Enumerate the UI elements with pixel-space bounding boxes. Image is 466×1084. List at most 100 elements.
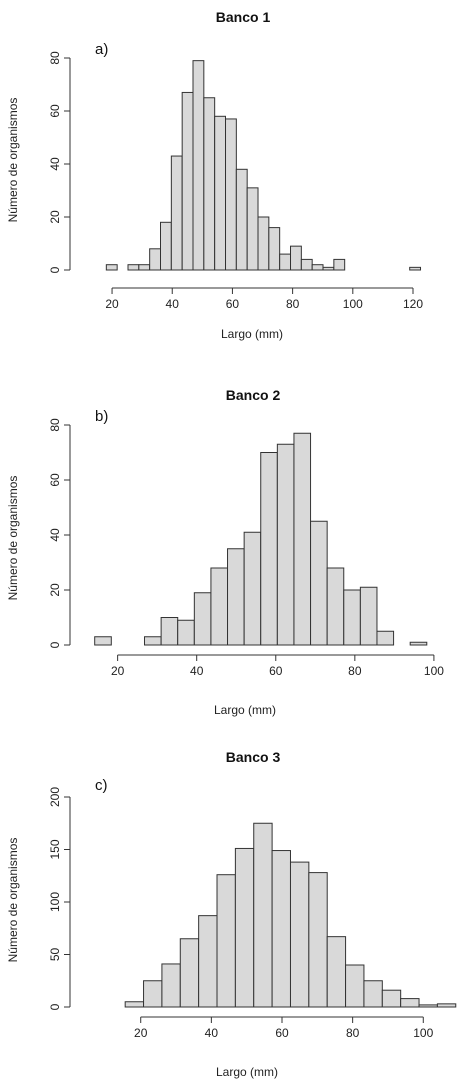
histogram-bar (235, 168, 248, 271)
x-axis: 20 40 60 80 100 (134, 1016, 434, 1040)
histogram-bar (177, 619, 195, 646)
x-tick-label: 40 (190, 664, 204, 678)
histogram-bar (363, 980, 383, 1008)
histogram-bar (149, 248, 161, 271)
y-axis-label: Número de organismos (6, 98, 20, 223)
histogram-bar (322, 266, 335, 271)
histogram-bar (160, 617, 179, 646)
chart-title: Banco 1 (216, 9, 271, 25)
histogram-bar (105, 264, 118, 271)
histogram-bars (124, 822, 457, 1008)
x-tick-label: 60 (269, 664, 283, 678)
histogram-bar (300, 258, 313, 271)
histogram-bar (257, 216, 270, 271)
x-tick-label: 80 (346, 1026, 360, 1040)
histogram-bar (279, 253, 292, 271)
histogram-bar (400, 998, 420, 1008)
histogram-bar (436, 1003, 457, 1008)
histogram-bar (409, 641, 428, 646)
histogram-bar (310, 520, 328, 646)
y-axis: 0 50 100 150 200 (48, 787, 71, 1010)
histogram-bar (381, 989, 402, 1008)
histogram-bar (243, 531, 262, 646)
x-tick-label: 20 (105, 297, 119, 311)
x-tick-label: 20 (134, 1026, 148, 1040)
histogram-bar (343, 589, 361, 646)
x-tick-label: 100 (424, 664, 444, 678)
histogram-bar (143, 980, 163, 1008)
histogram-bar (170, 155, 183, 271)
x-tick-label: 20 (111, 664, 125, 678)
y-tick-label: 50 (48, 948, 62, 962)
x-tick-label: 60 (226, 297, 240, 311)
histogram-bar (253, 822, 273, 1008)
chart-title: Banco 3 (226, 749, 281, 765)
panel-label: c) (95, 777, 108, 794)
panel-label: b) (95, 408, 108, 425)
y-tick-label: 20 (48, 583, 62, 597)
y-axis-label: Número de organismos (6, 838, 20, 963)
histogram-bar (181, 91, 194, 271)
histogram-bar (276, 443, 295, 646)
y-tick-label: 200 (48, 787, 62, 807)
chart-panel-banco-2: Banco 2 b) Número de organismos Largo (m… (6, 387, 444, 717)
histogram-bar (179, 938, 200, 1008)
x-axis-label: Largo (mm) (214, 703, 276, 717)
histogram-bar (376, 630, 395, 646)
y-axis: 0 20 40 60 80 (48, 51, 71, 273)
histogram-bar (359, 586, 378, 646)
x-axis-label: Largo (mm) (221, 327, 283, 341)
x-tick-label: 40 (205, 1026, 219, 1040)
histogram-bar (326, 936, 347, 1008)
histogram-bar (127, 264, 140, 271)
histogram-bar (225, 118, 237, 271)
histogram-bar (271, 850, 291, 1008)
histogram-bar (290, 245, 302, 271)
histogram-bar (260, 452, 278, 646)
y-tick-label: 100 (48, 892, 62, 912)
y-axis: 0 20 40 60 80 (48, 418, 71, 648)
x-tick-label: 100 (413, 1026, 433, 1040)
histogram-bar (227, 548, 245, 646)
y-tick-label: 40 (48, 528, 62, 542)
y-tick-label: 0 (48, 641, 62, 648)
y-axis-label: Número de organismos (6, 476, 20, 601)
histogram-bar (198, 915, 218, 1008)
x-tick-label: 40 (166, 297, 180, 311)
histogram-bar (203, 97, 216, 271)
histogram-bar (124, 1001, 145, 1008)
histogram-bar (144, 636, 162, 646)
histogram-bar (293, 432, 312, 646)
x-tick-label: 100 (343, 297, 363, 311)
x-tick-label: 60 (275, 1026, 289, 1040)
histogram-bar (234, 847, 255, 1008)
histogram-bar (160, 221, 172, 271)
histogram-bar (289, 861, 310, 1008)
x-tick-label: 80 (348, 664, 362, 678)
x-axis: 20 40 60 80 100 120 (105, 287, 423, 311)
y-tick-label: 60 (48, 104, 62, 118)
histogram-bar (333, 258, 346, 271)
x-tick-label: 120 (403, 297, 423, 311)
histogram-bar (193, 592, 212, 646)
histogram-bar (216, 874, 236, 1008)
histogram-bar (326, 567, 345, 646)
histogram-bar (409, 266, 422, 271)
histogram-bars (94, 432, 428, 646)
histogram-bar (246, 187, 259, 271)
histogram-bar (214, 115, 226, 271)
x-tick-label: 80 (286, 297, 300, 311)
histogram-bar (210, 567, 229, 646)
histogram-bar (192, 60, 205, 271)
chart-title: Banco 2 (226, 387, 281, 403)
histogram-bar (268, 227, 281, 271)
y-tick-label: 80 (48, 418, 62, 432)
histogram-bar (94, 636, 112, 646)
chart-panel-banco-3: Banco 3 c) Número de organismos Largo (m… (6, 749, 457, 1079)
histogram-bar (345, 964, 365, 1008)
histogram-bars (105, 60, 422, 271)
chart-panel-banco-1: Banco 1 a) Número de organismos Largo (m… (6, 9, 423, 341)
x-axis: 20 40 60 80 100 (111, 654, 444, 678)
histogram-bar (311, 264, 324, 271)
